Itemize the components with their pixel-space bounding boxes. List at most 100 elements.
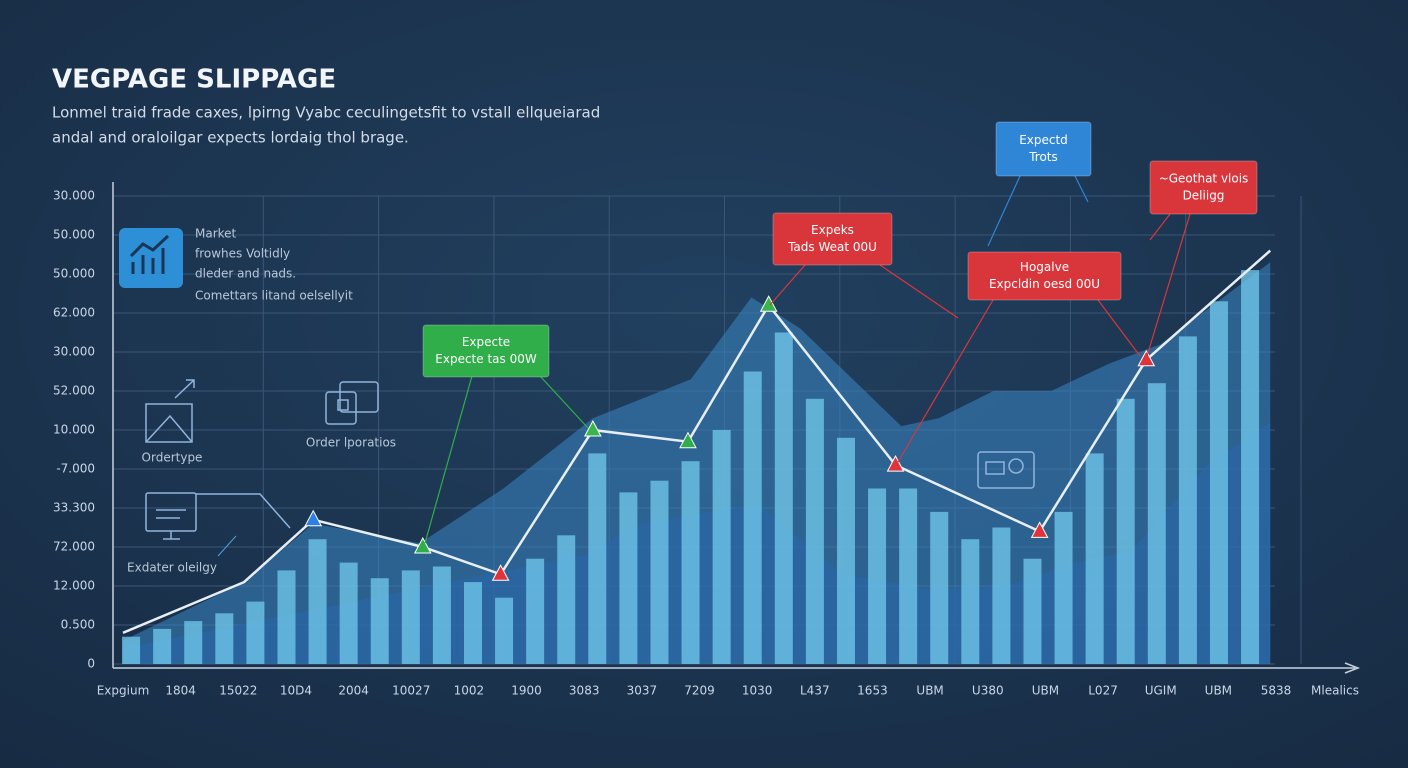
- callout-text: Expeks: [811, 223, 854, 237]
- icon-market: [119, 228, 183, 288]
- y-tick-label: 10.000: [53, 423, 95, 437]
- callout-box: [772, 212, 893, 266]
- bar: [899, 488, 918, 664]
- x-tick-label: 10027: [392, 684, 430, 698]
- bar: [277, 570, 296, 664]
- bar: [743, 371, 762, 664]
- callout-text: Hogalve: [1020, 260, 1069, 274]
- y-tick-label: 0.500: [61, 618, 95, 632]
- callouts: Expecte Expecte tas 00W Expeks Tads Weat 00…: [422, 121, 1258, 378]
- callout-text: Trots: [1028, 150, 1058, 164]
- icon-monitor: [145, 492, 291, 540]
- x-tick-label: L027: [1088, 684, 1118, 698]
- callout-box: [1149, 160, 1258, 215]
- bar: [557, 535, 576, 664]
- line-marker: [1137, 349, 1156, 367]
- annotation: dleder and nads.: [195, 267, 296, 281]
- x-tick-label: L437: [800, 684, 830, 698]
- callout-text: Expcldin oesd 00U: [989, 277, 1100, 291]
- x-tick-label: Expgium: [97, 684, 150, 698]
- x-tick-label: 3037: [627, 684, 658, 698]
- annotation: Market: [195, 227, 237, 241]
- bar: [495, 597, 514, 664]
- callout-text: Expecte tas 00W: [435, 352, 537, 366]
- bar: [1054, 511, 1073, 664]
- x-tick-label: UBM: [1032, 684, 1059, 698]
- callout-text: Expecte: [462, 335, 510, 349]
- bar: [153, 628, 172, 664]
- x-tick-label: 1030: [742, 684, 773, 698]
- y-tick-label: 50.000: [53, 228, 95, 242]
- line-marker: [584, 419, 602, 437]
- y-tick-label: 30.000: [53, 189, 95, 203]
- bar: [401, 570, 420, 664]
- x-tick-label: 1900: [511, 684, 542, 698]
- icon-gear: [977, 451, 1035, 489]
- bar: [463, 582, 482, 664]
- bar: [432, 566, 451, 664]
- callout-box: [967, 251, 1122, 301]
- bar: [1241, 270, 1260, 664]
- bar: [246, 601, 265, 664]
- bar: [1116, 398, 1135, 664]
- line-marker: [413, 536, 432, 554]
- callout-leaders: [424, 175, 1191, 544]
- line-marker: [304, 509, 323, 527]
- bar: [526, 558, 545, 664]
- x-tick-label: UGIM: [1145, 684, 1177, 698]
- line-marker: [679, 431, 697, 449]
- x-tick-label: 5838: [1261, 684, 1292, 698]
- callout-text: ~Geothat vlois: [1159, 172, 1249, 186]
- y-tick-label: -7.000: [56, 462, 95, 476]
- bar: [805, 398, 824, 664]
- bar: [1023, 558, 1042, 664]
- annotation: Comettars litand oelsellyit: [195, 289, 353, 303]
- bar: [961, 539, 980, 664]
- line-marker: [491, 564, 510, 581]
- y-tick-label: 33.300: [53, 501, 95, 515]
- callout-text: Expectd: [1019, 133, 1068, 147]
- line-marker: [1030, 521, 1049, 538]
- bar: [1085, 453, 1104, 664]
- x-tick-label: U380: [972, 684, 1004, 698]
- x-tick-label: 1002: [454, 684, 485, 698]
- bar: [122, 636, 141, 664]
- y-tick-label: 12.000: [53, 579, 95, 593]
- subtitle: Lonmel traid frade caxes, lpirng Vyabc c…: [52, 104, 600, 122]
- callout-box: [995, 121, 1092, 177]
- bar: [370, 578, 389, 664]
- x-tick-label: UBM: [916, 684, 943, 698]
- bar: [339, 562, 358, 664]
- x-axis-label: Mlealics: [1311, 684, 1359, 698]
- chart-title: VEGPAGE SLIPPAGE: [52, 65, 336, 95]
- x-tick-label: 15022: [219, 684, 257, 698]
- bar: [868, 488, 887, 664]
- x-tick-label: 1653: [857, 684, 888, 698]
- bar: [1178, 336, 1197, 664]
- bar: [215, 613, 234, 664]
- bar: [588, 453, 607, 664]
- bar: [184, 621, 203, 664]
- callout-text: Tads Weat 00U: [787, 240, 877, 254]
- leader-line: [217, 535, 237, 557]
- bar: [930, 511, 949, 664]
- x-tick-label: 2004: [338, 684, 369, 698]
- annotation: Order lporatios: [306, 436, 396, 450]
- bar: [774, 332, 793, 664]
- line-marker: [759, 295, 778, 312]
- y-tick-label: 72.000: [53, 540, 95, 554]
- y-tick-label: 0: [87, 657, 95, 671]
- x-tick-label: 3083: [569, 684, 600, 698]
- annotation: Exdater oleilgy: [127, 561, 217, 575]
- line-marker: [886, 455, 905, 472]
- x-tick-label: 10D4: [280, 684, 312, 698]
- x-tick-label: 1804: [165, 684, 196, 698]
- bar: [712, 430, 731, 664]
- y-tick-label: 30.000: [53, 345, 95, 359]
- bar: [619, 492, 638, 664]
- bar: [836, 437, 855, 664]
- bar: [308, 539, 327, 664]
- bar: [992, 527, 1011, 664]
